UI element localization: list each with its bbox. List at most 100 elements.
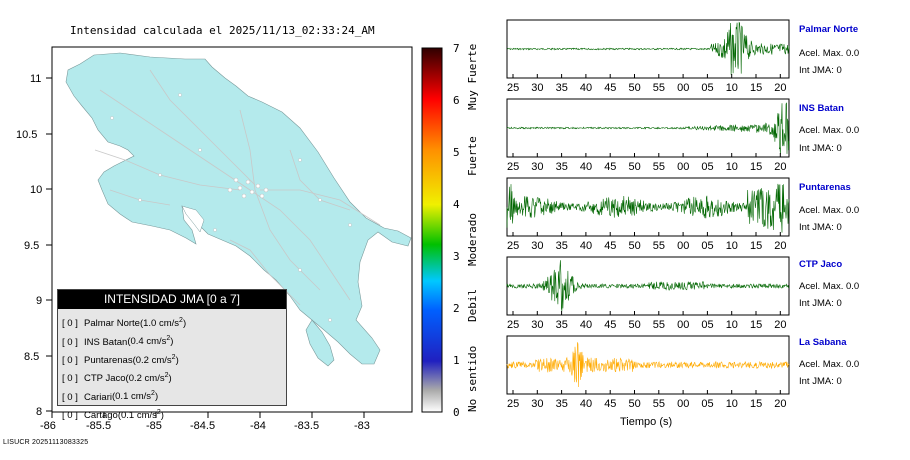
waveform-tick-label: 15 bbox=[750, 319, 762, 331]
map-xtick: -85.5 bbox=[86, 420, 111, 432]
waveform-tick-label: 35 bbox=[556, 240, 568, 252]
waveform-tick-label: 40 bbox=[580, 319, 592, 331]
waveform-tick-label: 55 bbox=[653, 398, 665, 410]
legend-item-station: INS Batan bbox=[84, 336, 128, 348]
colorbar-tick: 6 bbox=[453, 94, 460, 107]
waveform-tick-label: 25 bbox=[507, 240, 519, 252]
waveform-tick-label: 30 bbox=[531, 82, 543, 94]
waveform-tick-label: 45 bbox=[604, 398, 616, 410]
waveform-tick-label: 40 bbox=[580, 82, 592, 94]
waveform-trace bbox=[506, 342, 790, 388]
waveform-tick-label: 20 bbox=[774, 82, 786, 94]
map-title: Intensidad calculada el 2025/11/13_02:33… bbox=[70, 24, 375, 37]
station-int: Int JMA: 0 bbox=[799, 298, 842, 309]
waveform-tick-label: 15 bbox=[750, 398, 762, 410]
legend-list: [ 0 ] Palmar Norte (1.0 cm/s2) [ 0 ] INS Ba… bbox=[58, 309, 286, 423]
station-acel: Acel. Max. 0.0 bbox=[799, 281, 860, 292]
legend-item-station: Cartago bbox=[84, 409, 118, 421]
x-axis-label: Tiempo (s) bbox=[620, 416, 673, 428]
colorbar-label: No sentido bbox=[466, 346, 479, 412]
waveform-tick-label: 35 bbox=[556, 82, 568, 94]
waveform-tick-label: 55 bbox=[653, 240, 665, 252]
waveform-tick-label: 05 bbox=[701, 319, 713, 331]
legend-item-value: (0.2 cm/s2) bbox=[132, 353, 179, 366]
map-xtick: -85 bbox=[146, 420, 162, 432]
town-dots bbox=[110, 93, 352, 322]
station-int: Int JMA: 0 bbox=[799, 222, 842, 233]
waveform-tick-label: 20 bbox=[774, 398, 786, 410]
station-acel: Acel. Max. 0.0 bbox=[799, 125, 860, 136]
station-int: Int JMA: 0 bbox=[799, 376, 842, 387]
colorbar-tick: 1 bbox=[453, 354, 460, 367]
legend-item-intensity: [ 0 ] bbox=[62, 336, 78, 348]
waveform-tick-label: 30 bbox=[531, 240, 543, 252]
waveform-tick-label: 55 bbox=[653, 161, 665, 173]
footer-stamp: LISUCR 20251113083325 bbox=[3, 439, 89, 446]
colorbar-label: Debil bbox=[466, 289, 479, 322]
colorbar-tick: 4 bbox=[453, 198, 460, 211]
legend-item: [ 0 ] Palmar Norte (1.0 cm/s2) bbox=[62, 313, 286, 331]
costa-rica-land bbox=[65, 52, 412, 365]
waveform-tick-label: 35 bbox=[556, 398, 568, 410]
legend-item-value: (0.4 cm/s2) bbox=[127, 335, 174, 348]
legend-item: [ 0 ] INS Batan (0.4 cm/s2) bbox=[62, 331, 286, 349]
map-ytick: 9 bbox=[36, 295, 42, 307]
waveform-tick-label: 00 bbox=[677, 161, 689, 173]
waveform-tick-label: 00 bbox=[677, 398, 689, 410]
station-name: La Sabana bbox=[799, 337, 847, 348]
waveform-trace bbox=[506, 260, 789, 312]
waveform-tick-label: 00 bbox=[677, 319, 689, 331]
station-acel: Acel. Max. 0.0 bbox=[799, 359, 860, 370]
waveform-trace bbox=[506, 21, 790, 75]
waveform-tick-label: 40 bbox=[580, 398, 592, 410]
legend-item: [ 0 ] Puntarenas (0.2 cm/s2) bbox=[62, 350, 286, 368]
waveform-tick-label: 35 bbox=[556, 319, 568, 331]
map-ytick: 8 bbox=[36, 406, 42, 418]
map-ytick: 9.5 bbox=[24, 240, 39, 252]
station-name: INS Batan bbox=[799, 103, 844, 114]
legend-item-intensity: [ 0 ] bbox=[62, 354, 78, 366]
legend-item: [ 0 ] Cartago (0.1 cm/s2) bbox=[62, 405, 286, 423]
map-xtick: -83 bbox=[354, 420, 370, 432]
osa-peninsula bbox=[305, 319, 335, 367]
waveform-tick-label: 10 bbox=[726, 240, 738, 252]
legend-item-value: (0.1 cm/s2) bbox=[117, 408, 164, 421]
station-name: Puntarenas bbox=[799, 182, 851, 193]
waveform-tick-label: 25 bbox=[507, 161, 519, 173]
waveform-tick-label: 50 bbox=[629, 398, 641, 410]
colorbar-tick: 7 bbox=[453, 42, 460, 55]
waveform-tick-label: 15 bbox=[750, 161, 762, 173]
station-int: Int JMA: 0 bbox=[799, 65, 842, 76]
map-ytick: 8.5 bbox=[24, 351, 39, 363]
waveform-tick-label: 20 bbox=[774, 240, 786, 252]
colorbar-tick: 2 bbox=[453, 302, 460, 315]
station-int: Int JMA: 0 bbox=[799, 143, 842, 154]
waveform-trace bbox=[506, 102, 790, 155]
legend-item-station: Cariari bbox=[84, 391, 112, 403]
waveform-tick-label: 45 bbox=[604, 240, 616, 252]
waveform-tick-label: 50 bbox=[629, 240, 641, 252]
waveform-tick-label: 40 bbox=[580, 161, 592, 173]
legend-item: [ 0 ] CTP Jaco (0.2 cm/s2) bbox=[62, 368, 286, 386]
colorbar-label: Moderado bbox=[466, 213, 479, 266]
waveform-tick-label: 05 bbox=[701, 240, 713, 252]
waveform-panels: 25 30 35 40 45 50 55 00 05 10 15 20 25 30 35 40 45 50 55 00… bbox=[506, 19, 790, 410]
waveform-tick-label: 30 bbox=[531, 161, 543, 173]
waveform-tick-label: 40 bbox=[580, 240, 592, 252]
waveform-tick-label: 15 bbox=[750, 82, 762, 94]
legend-item: [ 0 ] Cariari (0.1 cm/s2) bbox=[62, 386, 286, 404]
legend-item-station: Palmar Norte bbox=[84, 318, 140, 330]
station-name: CTP Jaco bbox=[799, 259, 843, 270]
waveform-tick-label: 05 bbox=[701, 398, 713, 410]
legend-item-station: CTP Jaco bbox=[84, 373, 126, 385]
colorbar-tick: 3 bbox=[453, 250, 460, 263]
map-ytick: 10 bbox=[30, 184, 42, 196]
waveform-tick-label: 45 bbox=[604, 319, 616, 331]
waveform-tick-label: 55 bbox=[653, 319, 665, 331]
legend-item-value: (0.1 cm/s2) bbox=[111, 390, 159, 403]
legend-item-value: (1.0 cm/s2) bbox=[139, 317, 187, 330]
waveform-tick-label: 05 bbox=[701, 161, 713, 173]
waveform-tick-label: 20 bbox=[774, 161, 786, 173]
colorbar-tick: 0 bbox=[453, 406, 460, 419]
colorbar-tick: 5 bbox=[453, 146, 460, 159]
